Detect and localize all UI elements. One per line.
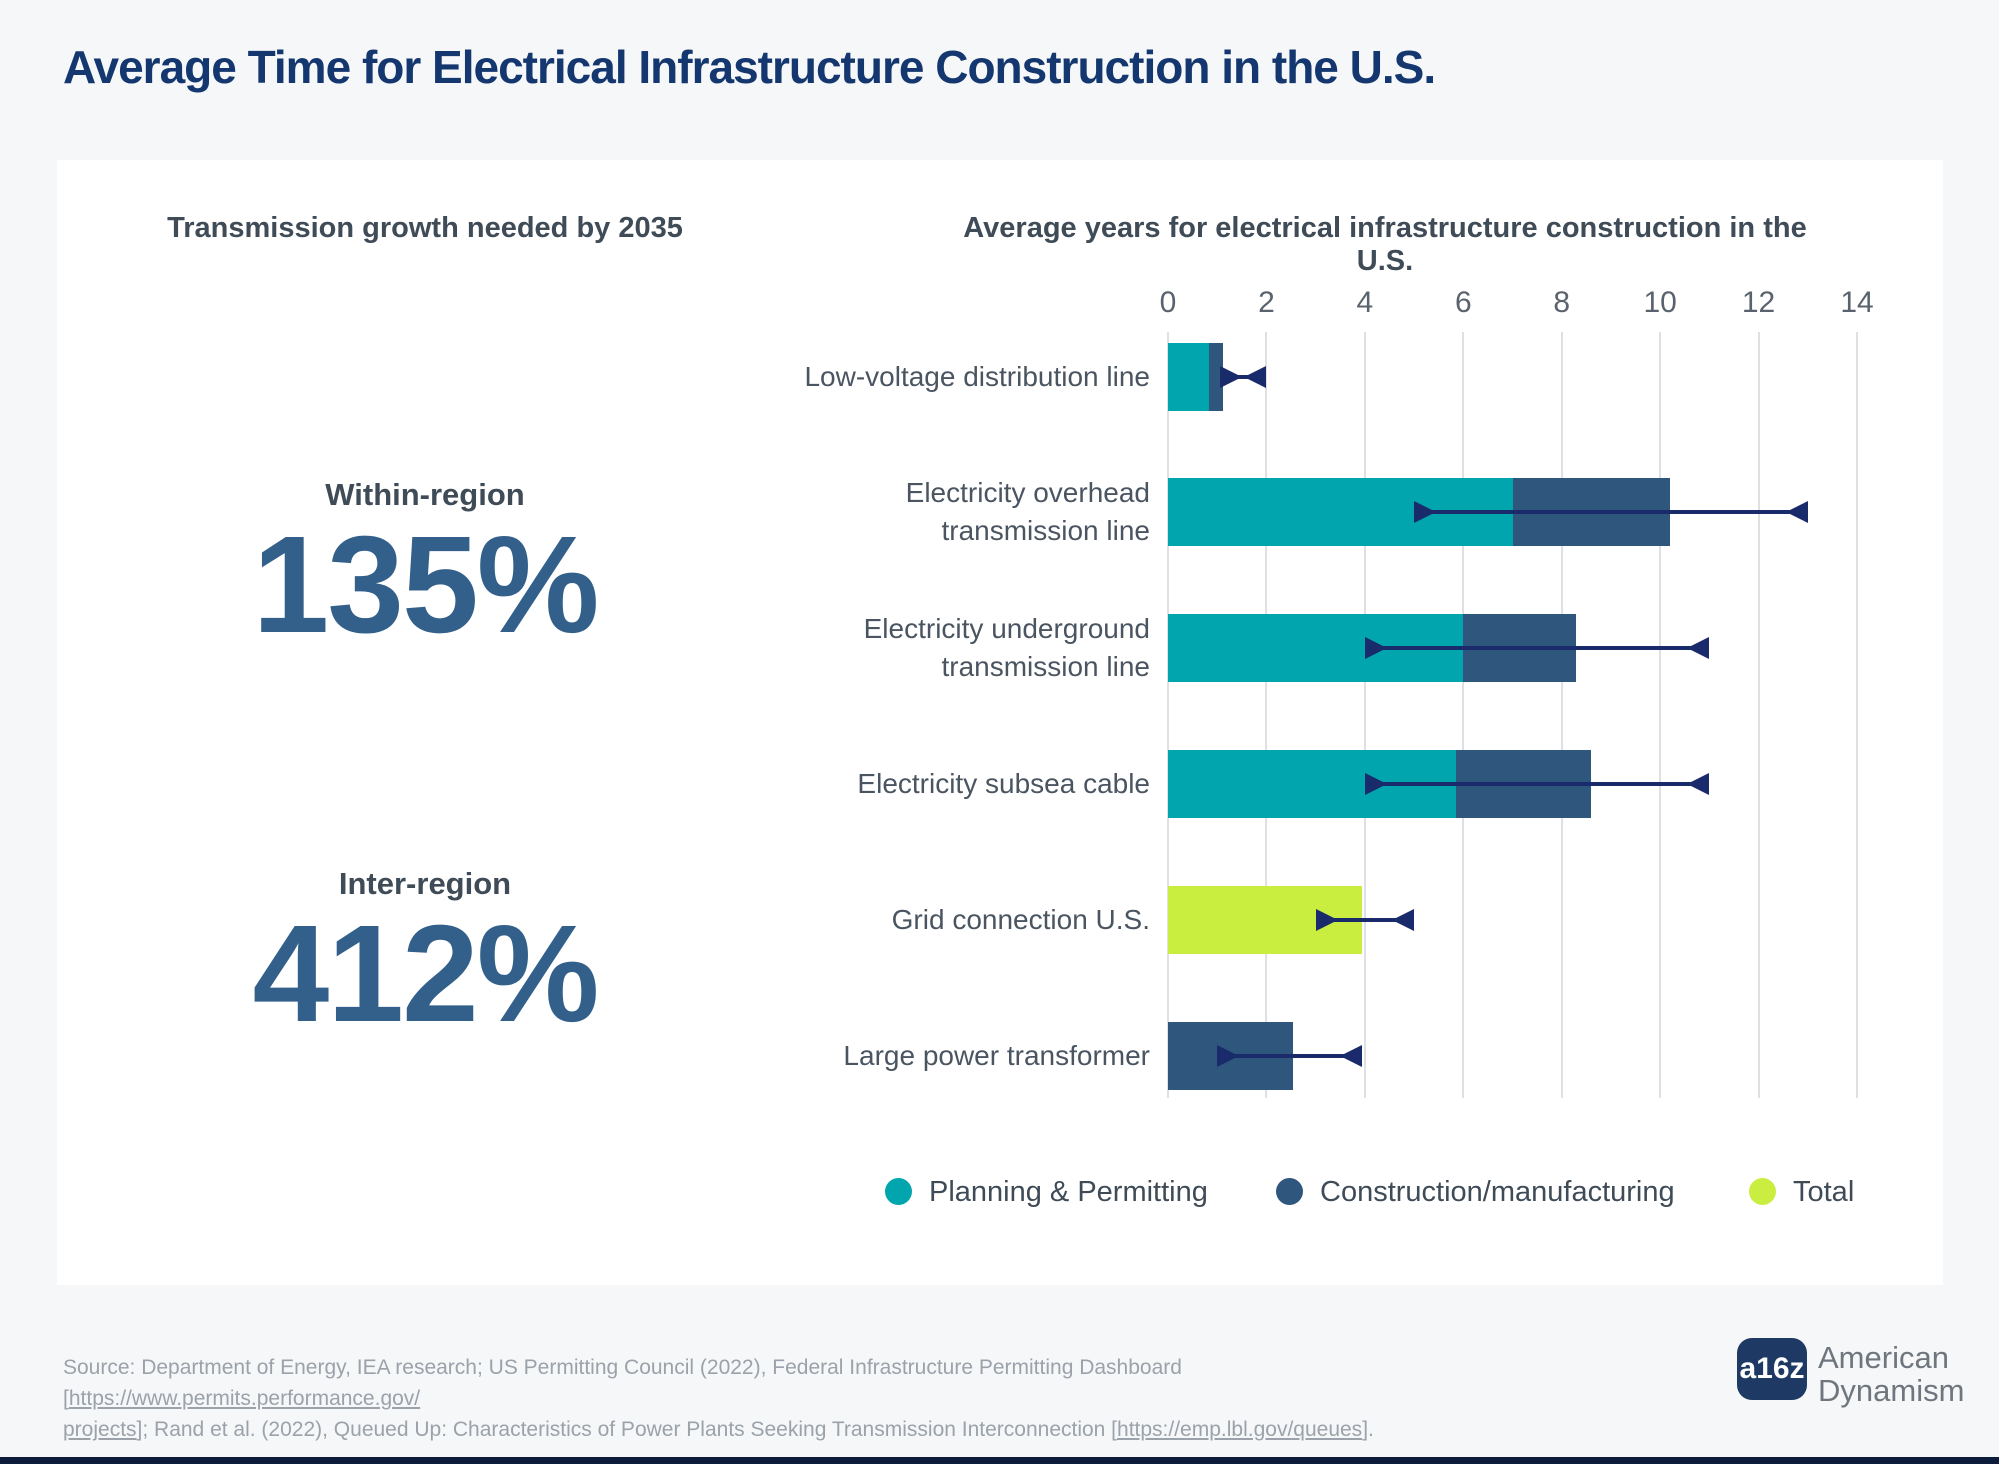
error-bar-left-arrow-icon bbox=[1414, 501, 1437, 523]
legend-label: Construction/manufacturing bbox=[1320, 1176, 1675, 1208]
stat-inter-region-value: 412% bbox=[252, 897, 600, 1051]
source-text: ]. bbox=[1362, 1418, 1374, 1441]
gridline bbox=[1659, 332, 1662, 1098]
american-dynamism-wordmark: American Dynamism bbox=[1818, 1340, 1965, 1408]
stat-within-region-value: 135% bbox=[252, 508, 600, 662]
source-link[interactable]: https://emp.lbl.gov/queues bbox=[1117, 1418, 1363, 1441]
stat-inter-region-label: Inter-region bbox=[338, 866, 512, 901]
gridline bbox=[1363, 332, 1366, 1098]
error-bar-right-arrow-icon bbox=[1687, 637, 1710, 659]
gridline bbox=[1265, 332, 1268, 1098]
stat-within-region-label: Within-region bbox=[325, 477, 525, 512]
gridline bbox=[1167, 332, 1169, 1098]
axis-tick-label: 4 bbox=[1356, 286, 1374, 319]
error-bar bbox=[1414, 510, 1808, 514]
source-link[interactable]: projects bbox=[63, 1418, 137, 1441]
error-bar bbox=[1217, 1054, 1363, 1058]
gridline bbox=[1757, 332, 1760, 1098]
bar-row-label: Electricity subsea cable bbox=[857, 768, 1150, 800]
chart-title: Average years for electrical infrastruct… bbox=[963, 212, 1807, 277]
source-note: Source: Department of Energy, IEA resear… bbox=[63, 1352, 1423, 1445]
page-title: Average Time for Electrical Infrastructu… bbox=[63, 41, 1436, 93]
gridline bbox=[1462, 332, 1465, 1098]
source-line-1: Source: Department of Energy, IEA resear… bbox=[63, 1352, 1423, 1414]
legend-label: Planning & Permitting bbox=[929, 1176, 1208, 1208]
source-text: Source: Department of Energy, IEA resear… bbox=[63, 1356, 1182, 1410]
error-bar-left-arrow-icon bbox=[1217, 1045, 1240, 1067]
error-bar-right-arrow-icon bbox=[1392, 909, 1415, 931]
axis-tick-label: 2 bbox=[1258, 286, 1275, 319]
left-panel-heading: Transmission growth needed by 2035 bbox=[167, 212, 683, 244]
error-bar-left-arrow-icon bbox=[1364, 773, 1387, 795]
error-bar-right-arrow-icon bbox=[1687, 773, 1710, 795]
a16z-logo: a16z bbox=[1737, 1338, 1807, 1400]
axis-tick-label: 12 bbox=[1741, 286, 1776, 319]
error-bar-left-arrow-icon bbox=[1315, 909, 1338, 931]
bar-segment-planning-permitting bbox=[1168, 343, 1209, 411]
axis-tick-label: 14 bbox=[1840, 286, 1874, 319]
bar-row-label: Electricity underground transmission lin… bbox=[863, 613, 1150, 682]
error-bar-left-arrow-icon bbox=[1364, 637, 1387, 659]
legend-label: Total bbox=[1793, 1176, 1855, 1208]
error-bar bbox=[1219, 375, 1267, 379]
bar-row-label: Grid connection U.S. bbox=[891, 904, 1150, 936]
source-link[interactable]: https://www.permits.performance.gov/ bbox=[68, 1387, 421, 1410]
legend-dot bbox=[1749, 1178, 1776, 1205]
error-bar-left-arrow-icon bbox=[1219, 366, 1242, 388]
legend-dot bbox=[1276, 1178, 1303, 1205]
error-bar-right-arrow-icon bbox=[1785, 501, 1808, 523]
bar-row-label: Electricity overhead transmission line bbox=[905, 477, 1150, 546]
bar-segment-construction-manufacturing bbox=[1208, 343, 1223, 411]
bar-row-label: Low-voltage distribution line bbox=[804, 361, 1150, 393]
gridline bbox=[1560, 332, 1563, 1098]
error-bar bbox=[1364, 782, 1710, 786]
source-text: ]; Rand et al. (2022), Queued Up: Charac… bbox=[136, 1418, 1118, 1441]
axis-tick-label: 6 bbox=[1454, 286, 1472, 319]
legend-dot bbox=[885, 1178, 912, 1205]
axis-tick-label: 10 bbox=[1643, 286, 1677, 319]
content-card bbox=[57, 160, 1943, 1285]
axis-tick-label: 0 bbox=[1159, 286, 1177, 319]
error-bar bbox=[1364, 646, 1710, 650]
bottom-accent-bar bbox=[0, 1457, 1999, 1464]
gridline bbox=[1856, 332, 1858, 1098]
error-bar-right-arrow-icon bbox=[1244, 366, 1267, 388]
bar-row-label: Large power transformer bbox=[843, 1040, 1150, 1072]
axis-tick-label: 8 bbox=[1553, 286, 1571, 319]
error-bar bbox=[1315, 918, 1415, 922]
source-line-2: projects]; Rand et al. (2022), Queued Up… bbox=[63, 1414, 1423, 1445]
error-bar-right-arrow-icon bbox=[1340, 1045, 1363, 1067]
